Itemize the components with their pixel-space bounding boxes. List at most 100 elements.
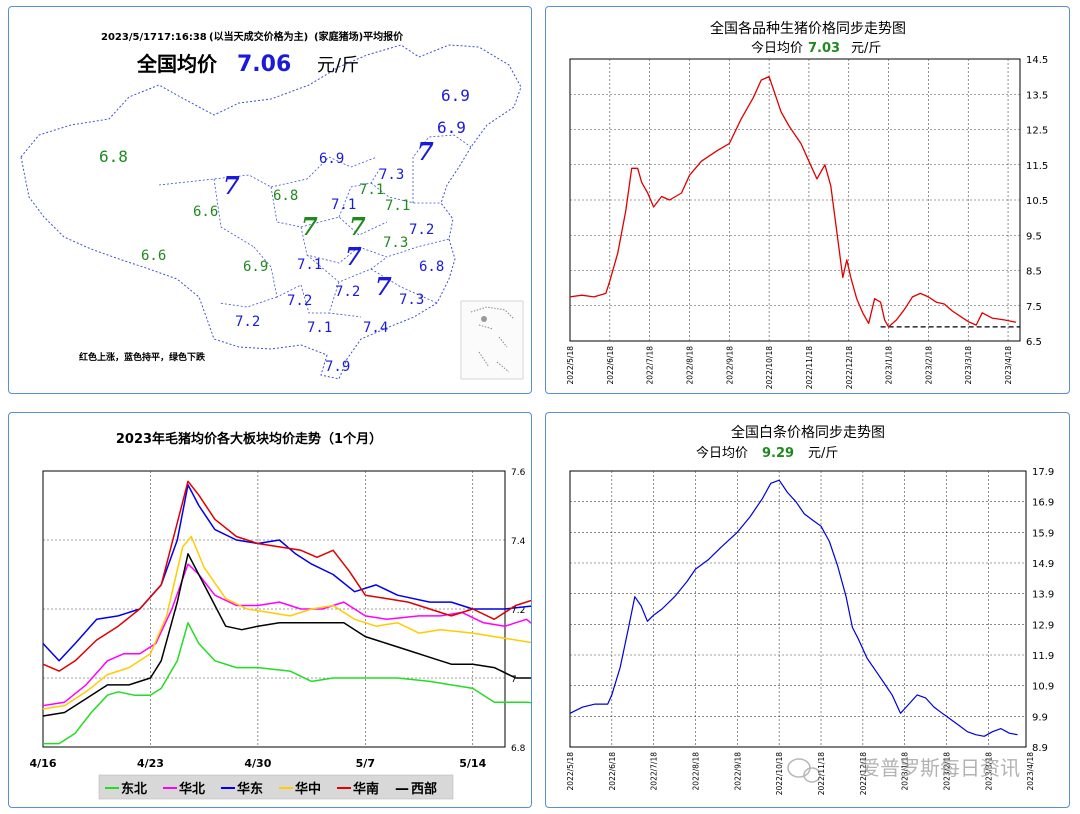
y-tick-label: 8.5 (1026, 267, 1042, 278)
x-tick-label: 2023/4/18 (1004, 346, 1013, 385)
y-tick-label: 6.8 (511, 744, 526, 754)
plot-area (569, 58, 1021, 342)
chart-subtitle-label: 今日均价 (751, 40, 803, 56)
province-value: 6.6 (141, 248, 166, 264)
province-value: 7.2 (235, 314, 260, 330)
y-tick-label: 14.5 (1026, 55, 1048, 66)
chart-title: 全国各品种生猪价格同步走势图 (710, 20, 906, 37)
x-tick-label: 2022/7/18 (646, 346, 655, 385)
province-map: 2023/5/17 17:16:38 (以当天成交价格为主) (家庭猪场)平均报… (20, 30, 524, 380)
province-value: 7.1 (297, 257, 322, 273)
series-line-华南 (42, 480, 531, 672)
chart-title: 全国白条价格同步走势图 (731, 424, 885, 441)
y-tick-label: 13.5 (1026, 90, 1048, 101)
chart-subtitle-value: 7.03 (808, 41, 840, 56)
y-tick-label: 7 (511, 675, 517, 685)
province-value: 7 (417, 137, 434, 166)
series-line-华东 (42, 484, 531, 662)
province-value: 7 (223, 171, 240, 200)
province-value: 6.9 (243, 259, 268, 275)
y-tick-label: 6.5 (1026, 337, 1042, 348)
x-tick-label: 2022/6/18 (606, 346, 615, 385)
chart-subtitle-label: 今日均价 (696, 445, 748, 461)
wechat-icon (787, 758, 821, 783)
y-tick-label: 15.9 (1032, 528, 1054, 539)
province-value: 7 (345, 242, 362, 271)
pig-price-panel: 全国各品种生猪价格同步走势图 今日均价 7.03 元/斤 14.5 13.5 12.… (545, 6, 1070, 394)
national-average-label: 全国均价 (136, 52, 218, 76)
province-map-panel: 2023/5/17 17:16:38 (以当天成交价格为主) (家庭猪场)平均报… (8, 6, 532, 394)
map-header-note: (以当天成交价格为主) (209, 30, 308, 43)
x-tick-label: 2023/2/18 (943, 752, 952, 791)
series-line-0 (569, 479, 1018, 737)
y-tick-label: 8.9 (1032, 743, 1048, 754)
x-tick-label: 2022/12/18 (859, 752, 868, 795)
province-value: 6.9 (437, 118, 466, 137)
y-tick-label: 12.5 (1026, 126, 1048, 137)
x-tick-label: 5/14 (459, 757, 486, 770)
legend-label: 西部 (411, 781, 437, 797)
x-tick-label: 2023/2/18 (924, 346, 933, 385)
y-tick-label: 12.9 (1032, 620, 1054, 631)
y-tick-label: 7.6 (511, 468, 526, 478)
watermark-text: 爱普罗斯每日资讯 (860, 756, 1020, 780)
legend-label: 华东 (237, 781, 263, 797)
x-tick-label: 2022/5/18 (566, 346, 575, 385)
province-value: 7.2 (287, 293, 312, 309)
y-tick-label: 14.9 (1032, 559, 1054, 570)
y-tick-label: 10.5 (1026, 196, 1048, 207)
legend-box (98, 774, 454, 800)
province-value: 7.4 (363, 320, 388, 336)
map-header-time: 17:16:38 (157, 32, 207, 43)
x-tick-label: 2023/3/18 (984, 752, 993, 791)
legend-label: 华北 (179, 781, 205, 797)
y-tick-label: 7.4 (511, 537, 526, 547)
province-value: 6.8 (273, 188, 298, 204)
chart-subtitle-value: 9.29 (762, 446, 794, 461)
province-value: 6.9 (441, 86, 470, 105)
province-value: 6.6 (193, 204, 218, 220)
series-line-华中 (42, 535, 531, 710)
x-tick-label: 2022/5/18 (566, 752, 575, 791)
region-price-chart: 2023年毛猪均价各大板块均价走势（1个月） 7.6 7.4 7.2 7 6.8 4/16… (30, 431, 531, 800)
series-line-西部 (42, 553, 531, 717)
province-value: 6.8 (419, 259, 444, 275)
plot-area (569, 470, 1027, 748)
province-value: 7.1 (385, 198, 410, 214)
legend-dash: — (395, 781, 409, 797)
province-value: 7 (301, 212, 318, 241)
x-tick-label: 2022/8/18 (692, 752, 701, 791)
province-value: 7.1 (359, 182, 384, 198)
province-value: 7.9 (325, 359, 350, 375)
province-value: 7.1 (307, 320, 332, 336)
carcass-price-chart: 全国白条价格同步走势图 今日均价 9.29 元/斤 17.9 16.9 15.9 14… (566, 424, 1054, 795)
province-value: 7.3 (379, 167, 404, 183)
legend-label: 华南 (353, 781, 379, 797)
map-legend-note: 红色上涨，蓝色持平，绿色下跌 (79, 351, 206, 363)
series-line-华北 (42, 563, 531, 707)
region-legend: 东北 华北 华东 华中 华南 — 西部 (98, 774, 454, 800)
national-average-unit: 元/斤 (317, 55, 359, 76)
x-tick-label: 4/23 (137, 757, 164, 770)
x-tick-label: 2022/10/18 (765, 346, 774, 389)
carcass-price-panel: 全国白条价格同步走势图 今日均价 9.29 元/斤 17.9 16.9 15.9 14… (545, 412, 1070, 808)
x-tick-label: 2022/9/18 (733, 752, 742, 791)
x-tick-label: 2022/8/18 (685, 346, 694, 385)
region-price-panel: 2023年毛猪均价各大板块均价走势（1个月） 7.6 7.4 7.2 7 6.8 4/16… (8, 412, 532, 808)
x-tick-label: 2022/9/18 (725, 346, 734, 385)
y-tick-label: 9.5 (1026, 231, 1042, 242)
x-tick-label: 2023/1/18 (885, 346, 894, 385)
x-tick-label: 4/30 (244, 757, 271, 770)
province-value: 7.2 (335, 284, 360, 300)
south-sea-inset (460, 300, 524, 380)
x-tick-label: 2022/6/18 (608, 752, 617, 791)
x-tick-label: 2022/11/18 (817, 752, 826, 795)
y-tick-label: 9.9 (1032, 712, 1048, 723)
chart-title: 2023年毛猪均价各大板块均价走势（1个月） (116, 431, 382, 447)
x-tick-label: 2022/10/18 (775, 752, 784, 795)
province-value: 7.1 (331, 197, 356, 213)
legend-label: 华中 (295, 781, 321, 797)
y-tick-label: 11.9 (1032, 651, 1054, 662)
province-value: 7 (375, 272, 392, 301)
map-header-date: 2023/5/17 (101, 32, 157, 43)
